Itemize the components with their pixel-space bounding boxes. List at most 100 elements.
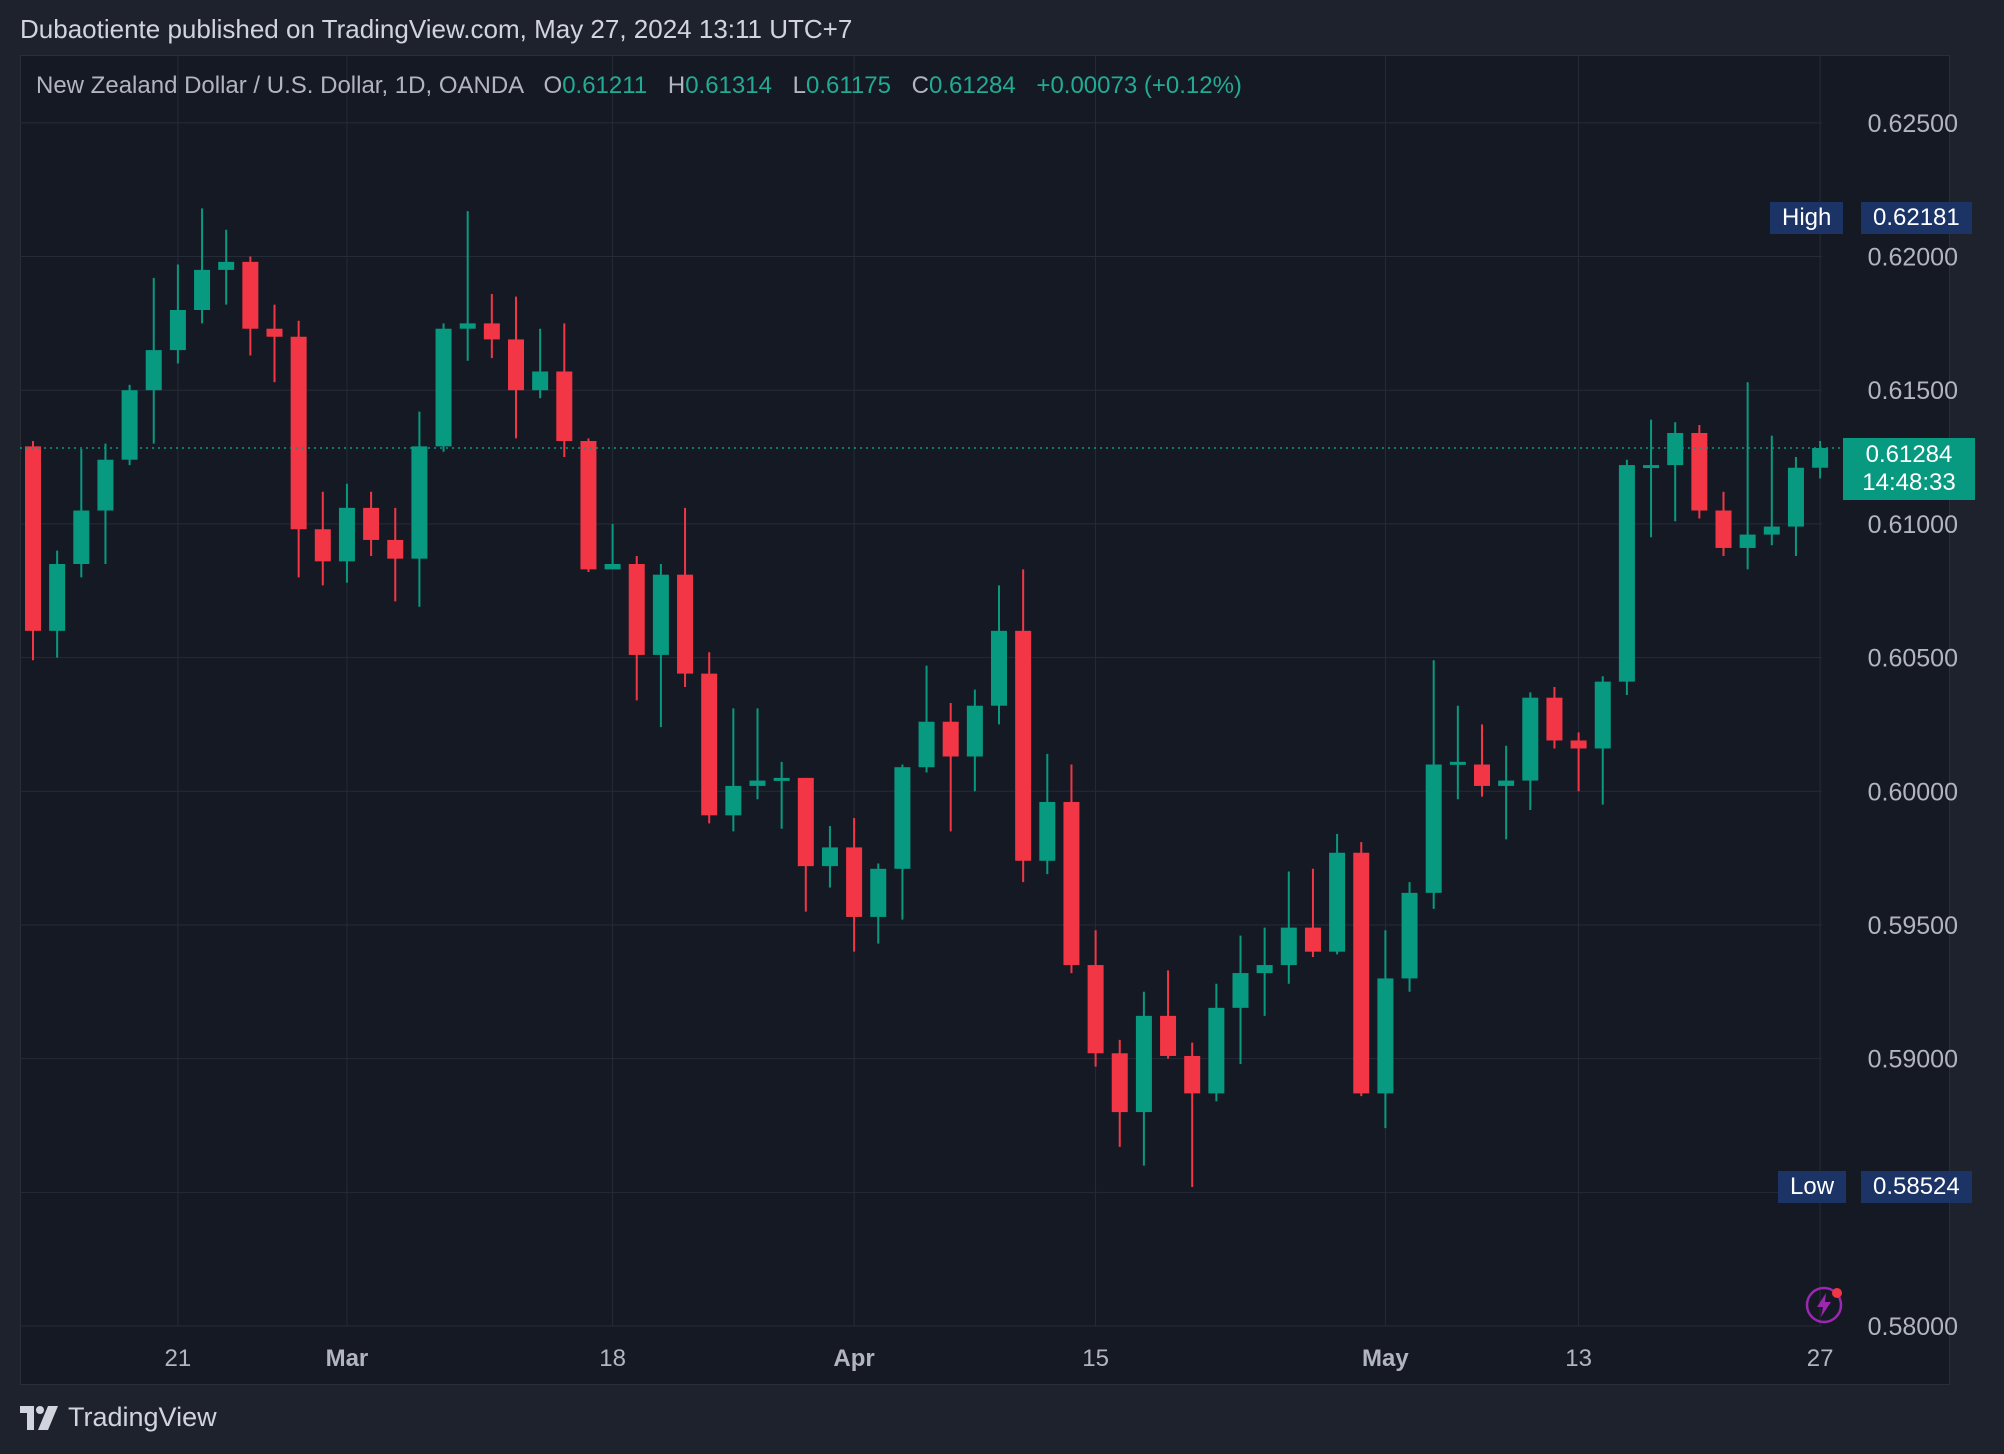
candle [218, 229, 235, 305]
candle-body [1643, 465, 1660, 469]
candle [942, 703, 959, 832]
candle-body [145, 350, 162, 391]
candle-body [1304, 927, 1321, 952]
candle [604, 523, 621, 570]
candle [1570, 732, 1587, 792]
candle-body [1063, 801, 1080, 966]
candle-body [677, 574, 694, 674]
footer-brand[interactable]: TradingView [20, 1402, 217, 1433]
candle [1667, 422, 1684, 522]
candle [1498, 745, 1515, 840]
candle-body [1160, 1015, 1177, 1056]
candle [1594, 676, 1611, 805]
candle-body [1691, 432, 1708, 511]
candle [387, 507, 404, 602]
candle [1135, 991, 1152, 1166]
candle [25, 441, 41, 661]
price-tick-label: 0.60000 [1868, 778, 1958, 806]
candle [1015, 569, 1032, 883]
time-tick-label: 21 [165, 1345, 192, 1372]
candle-body [1353, 852, 1370, 1094]
candle [966, 689, 983, 792]
candle-body [97, 459, 114, 511]
candle [145, 277, 162, 444]
candle-body [1015, 630, 1032, 861]
candle [1643, 419, 1660, 538]
candle [435, 323, 452, 452]
candle-body [1401, 892, 1418, 979]
candle [1256, 927, 1273, 1016]
candle-body [49, 564, 66, 631]
candle [1812, 441, 1829, 479]
candle-body [1039, 801, 1056, 861]
candle [169, 264, 186, 364]
candle [97, 443, 114, 564]
candle-body [338, 507, 355, 562]
candle [556, 323, 573, 458]
candle [1377, 930, 1394, 1129]
candle-body [1715, 510, 1732, 548]
candle [483, 293, 500, 359]
candle [1304, 868, 1321, 958]
candle [266, 304, 283, 383]
candle-body [1232, 973, 1249, 1008]
candle [290, 320, 307, 578]
candle [338, 483, 355, 583]
symbol-legend: New Zealand Dollar / U.S. Dollar, 1D, OA… [36, 72, 1242, 100]
tradingview-logo-icon [20, 1405, 58, 1430]
candle-body [194, 269, 211, 310]
candle-body [942, 721, 959, 757]
brand-name: TradingView [68, 1402, 217, 1432]
candle-body [556, 371, 573, 442]
chart-pane[interactable] [20, 55, 1950, 1385]
candle [701, 652, 718, 824]
candle-body [1763, 526, 1780, 535]
high-tag-value: 0.62181 [1861, 202, 1972, 234]
candle [1329, 834, 1346, 955]
price-axis: 0.62500 0.62000 0.61500 0.61000 0.60500 0.600… [1868, 110, 1958, 1341]
candle-body [1135, 1015, 1152, 1113]
candle-body [1087, 965, 1104, 1054]
candle [1208, 983, 1225, 1102]
candle-body [314, 529, 331, 562]
candle-body [411, 446, 428, 559]
price-tick-label: 0.61000 [1868, 511, 1958, 539]
low-label: L [792, 72, 806, 99]
candle-body [483, 323, 500, 340]
candle [1184, 1042, 1201, 1187]
candle-body [1812, 447, 1829, 468]
change-value: +0.00073 (+0.12%) [1036, 72, 1242, 99]
candle [1039, 753, 1056, 875]
candle-body [1546, 697, 1563, 741]
candle-body [894, 767, 911, 869]
candle-body [242, 261, 259, 329]
candle [773, 761, 790, 829]
candle-body [1787, 467, 1804, 527]
candle [1546, 686, 1563, 749]
candle [580, 438, 597, 573]
candle-body [918, 721, 935, 768]
candle [1691, 424, 1708, 519]
grid-lines [20, 56, 1822, 1327]
time-tick-label: 18 [599, 1345, 626, 1372]
lightning-icon[interactable] [1805, 1284, 1845, 1324]
low-tag-label: Low [1778, 1171, 1847, 1203]
candle [918, 665, 935, 773]
candle [532, 328, 549, 399]
bar-countdown: 14:48:33 [1862, 469, 1956, 496]
price-tick-label: 0.59500 [1868, 912, 1958, 940]
candle [1401, 882, 1418, 992]
candle-body [870, 868, 887, 917]
candle [1232, 935, 1249, 1064]
candles [25, 208, 1829, 1187]
candle [459, 211, 476, 361]
candle [411, 411, 428, 607]
candle-body [1184, 1055, 1201, 1094]
time-tick-label: May [1362, 1345, 1409, 1372]
candle [1063, 764, 1080, 974]
candle-body [1280, 927, 1297, 966]
candle-body [218, 261, 235, 270]
candle-body [508, 339, 524, 391]
candle [194, 208, 211, 324]
